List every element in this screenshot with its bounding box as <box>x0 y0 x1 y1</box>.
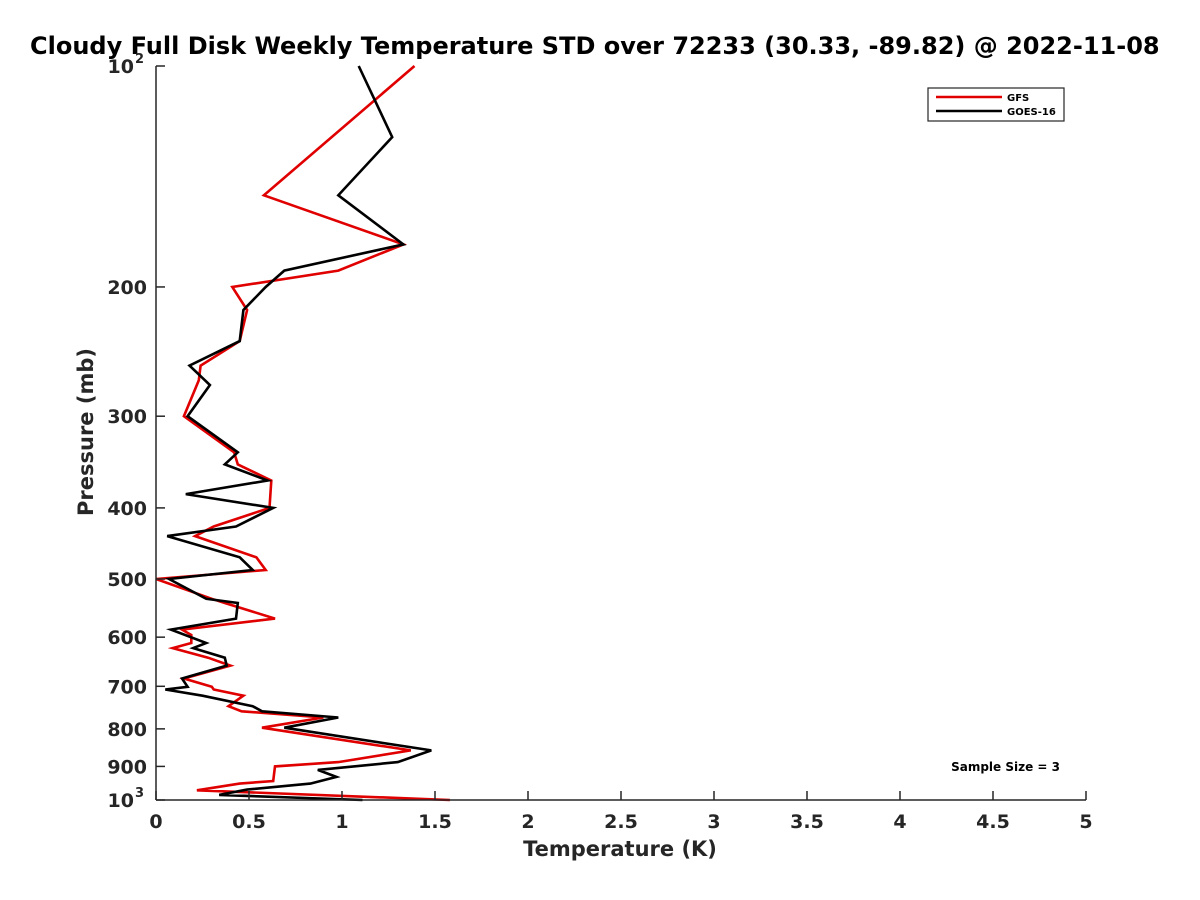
x-tick-label: 2 <box>521 811 534 833</box>
y-tick-label: 200 <box>107 277 147 299</box>
y-tick-label: 10 3 <box>108 786 145 812</box>
x-tick-label: 0.5 <box>232 811 266 833</box>
legend-box <box>927 87 1065 122</box>
series-line-gfs <box>156 65 450 802</box>
y-tick-label: 300 <box>107 406 147 428</box>
chart-title: Cloudy Full Disk Weekly Temperature STD … <box>30 32 1160 60</box>
y-tick-label: 400 <box>107 498 147 520</box>
y-tick-label: 900 <box>107 756 147 778</box>
x-tick-label: 3.5 <box>790 811 824 833</box>
sample-size-annotation: Sample Size = 3 <box>951 760 1060 774</box>
y-tick-label: 600 <box>107 627 147 649</box>
y-axis-label: Pressure (mb) <box>74 348 98 516</box>
x-tick-label: 5 <box>1079 811 1092 833</box>
legend-label: GOES-16 <box>1007 107 1056 118</box>
x-tick-label: 1 <box>335 811 348 833</box>
legend-label: GFS <box>1007 93 1029 104</box>
legend: GFS GOES-16 <box>927 87 1065 122</box>
svg-text:2: 2 <box>135 52 144 67</box>
x-tick-label: 4.5 <box>976 811 1010 833</box>
svg-text:3: 3 <box>135 786 144 801</box>
x-tick-label: 2.5 <box>604 811 638 833</box>
series-layer <box>156 65 450 802</box>
x-tick-label: 1.5 <box>418 811 452 833</box>
series-line-goes-16 <box>164 65 432 802</box>
svg-text:10: 10 <box>108 790 134 812</box>
y-tick-label: 700 <box>107 676 147 698</box>
y-tick-label: 500 <box>107 569 147 591</box>
svg-text:10: 10 <box>108 56 134 78</box>
x-tick-label: 4 <box>893 811 906 833</box>
x-axis-ticks: 0 0.5 1 1.5 2 2.5 3 3.5 4 4.5 5 <box>149 791 1093 833</box>
x-axis-label: Temperature (K) <box>523 837 717 861</box>
x-tick-label: 3 <box>707 811 720 833</box>
y-tick-label: 10 2 <box>108 52 145 78</box>
y-tick-label: 800 <box>107 719 147 741</box>
x-tick-label: 0 <box>149 811 162 833</box>
